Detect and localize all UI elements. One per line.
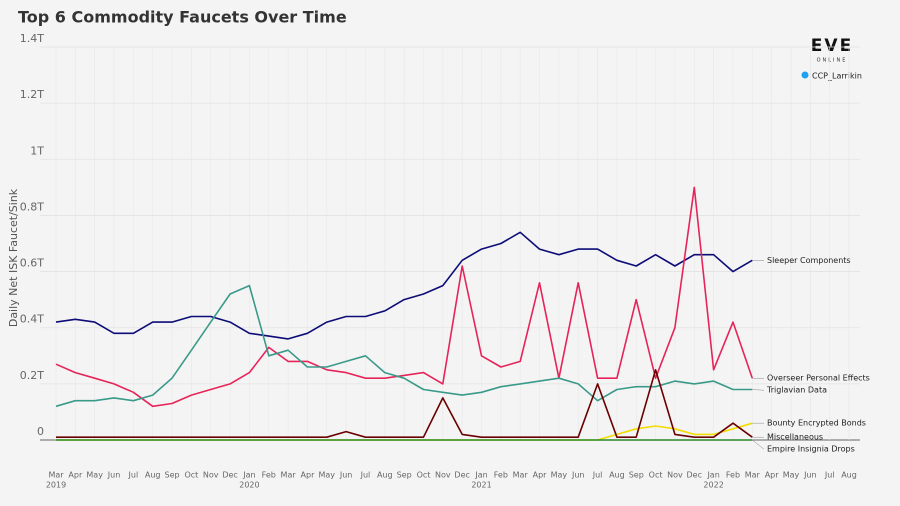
- label-leader: [752, 389, 765, 391]
- x-tick-label: Aug: [377, 471, 393, 480]
- chart-title: Top 6 Commodity Faucets Over Time: [18, 8, 347, 27]
- x-year-label: 2021: [471, 481, 491, 490]
- x-tick-label: Oct: [417, 471, 431, 480]
- x-tick-label: Feb: [262, 471, 276, 480]
- x-tick-label: Dec: [454, 471, 469, 480]
- y-tick-label: 0.6T: [20, 257, 44, 270]
- x-tick-label: Apr: [301, 471, 316, 480]
- x-tick-label: Jun: [107, 471, 121, 480]
- brand-sub: ONLINE: [817, 58, 848, 64]
- x-tick-label: Nov: [203, 471, 219, 480]
- x-tick-label: Aug: [609, 471, 625, 480]
- x-tick-label: Sep: [629, 471, 644, 480]
- x-tick-label: Dec: [687, 471, 702, 480]
- x-tick-label: Jun: [339, 471, 353, 480]
- series-label: Miscellaneous: [767, 433, 823, 442]
- x-tick-label: May: [86, 471, 103, 480]
- series-line: [55, 186, 754, 408]
- y-tick-label: 1.2T: [20, 88, 44, 101]
- x-year-label: 2019: [46, 481, 66, 490]
- x-tick-label: Aug: [841, 471, 857, 480]
- x-tick-label: Apr: [533, 471, 548, 480]
- twitter-icon: [801, 71, 809, 79]
- x-tick-label: Feb: [726, 471, 740, 480]
- x-tick-label: Apr: [68, 471, 83, 480]
- x-year-label: 2020: [239, 481, 259, 490]
- x-tick-label: Mar: [48, 471, 64, 480]
- y-axis-label: Daily Net ISK Faucet/Sink: [7, 188, 20, 327]
- x-tick-label: Jan: [474, 471, 487, 480]
- y-tick-label: 0.2T: [20, 369, 44, 382]
- x-tick-label: Sep: [165, 471, 180, 480]
- series-line: [55, 284, 753, 408]
- brand-handle: CCP_Larrikin: [812, 72, 862, 81]
- y-tick-label: 1.4T: [20, 32, 44, 45]
- x-tick-label: Dec: [222, 471, 237, 480]
- series-label: Empire Insignia Drops: [767, 445, 855, 454]
- x-tick-label: Sep: [397, 471, 412, 480]
- x-tick-label: Jun: [571, 471, 585, 480]
- x-tick-label: Jan: [706, 471, 719, 480]
- series-label: Bounty Encrypted Bonds: [767, 419, 866, 428]
- y-tick-label: 0.8T: [20, 200, 44, 213]
- label-leader: [752, 439, 765, 450]
- x-tick-label: Mar: [745, 471, 761, 480]
- x-tick-label: Jul: [360, 471, 371, 480]
- x-tick-label: May: [551, 471, 568, 480]
- x-tick-label: Jan: [242, 471, 255, 480]
- x-tick-label: Oct: [649, 471, 663, 480]
- x-tick-label: Jun: [803, 471, 817, 480]
- y-tick-label: 0.4T: [20, 313, 44, 326]
- x-tick-label: Oct: [184, 471, 198, 480]
- series-line: [55, 231, 753, 340]
- x-tick-label: May: [319, 471, 336, 480]
- series-label: Triglavian Data: [766, 386, 827, 395]
- x-tick-label: Jul: [128, 471, 139, 480]
- x-tick-label: Mar: [281, 471, 297, 480]
- x-tick-label: Jul: [824, 471, 835, 480]
- x-year-label: 2022: [703, 481, 723, 490]
- series-line: [56, 369, 753, 438]
- series-label: Overseer Personal Effects: [767, 374, 870, 383]
- x-tick-label: Nov: [667, 471, 683, 480]
- brand-logo: EVE: [811, 36, 853, 56]
- x-tick-label: Feb: [494, 471, 508, 480]
- x-tick-label: Jul: [592, 471, 603, 480]
- y-tick-label: 1T: [30, 144, 44, 157]
- x-tick-label: May: [783, 471, 800, 480]
- x-tick-label: Apr: [765, 471, 780, 480]
- x-tick-label: Nov: [435, 471, 451, 480]
- series-label: Sleeper Components: [767, 256, 851, 265]
- x-tick-label: Mar: [513, 471, 529, 480]
- x-tick-label: Aug: [145, 471, 161, 480]
- y-tick-label: 0: [37, 425, 44, 438]
